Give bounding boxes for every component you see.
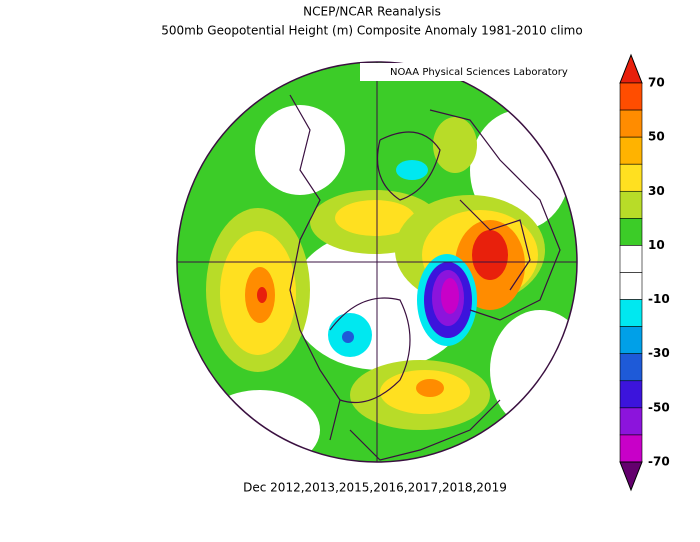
colorbar-label: 50 [648, 130, 665, 144]
colorbar-band [619, 407, 643, 436]
colorbar-arrow [619, 53, 643, 84]
colorbar-band [619, 353, 643, 382]
colorbar-band [619, 434, 643, 463]
colorbar-band [619, 245, 643, 273]
title: NCEP/NCAR Reanalysis [303, 5, 441, 19]
colorbar-band [619, 190, 643, 219]
colorbar: 70 50 30 10 -10 -30 -50 -70 [619, 53, 670, 492]
neutral-area [255, 105, 345, 195]
colorbar-label: -50 [648, 400, 670, 414]
anomaly-negative [396, 160, 428, 180]
anomaly-positive [335, 200, 415, 236]
colorbar-band [619, 136, 643, 165]
colorbar-label: -10 [648, 292, 670, 306]
anomaly-positive [472, 230, 508, 280]
colorbar-label: 10 [648, 238, 665, 252]
colorbar-band [619, 218, 643, 246]
subtitle: 500mb Geopotential Height (m) Composite … [161, 24, 582, 38]
colorbar-label: 30 [648, 184, 665, 198]
coastlines [289, 94, 561, 461]
credit: NOAA Physical Sciences Laboratory [390, 67, 568, 78]
colorbar-band [619, 272, 643, 300]
colorbar-label: 70 [648, 76, 665, 90]
anomaly-positive [433, 117, 477, 173]
neutral-area [490, 310, 577, 430]
anomaly-negative [342, 331, 354, 343]
neutral-area [200, 390, 320, 462]
colorbar-label: -70 [648, 455, 670, 469]
anomaly-negative [441, 278, 459, 314]
credit-box [360, 63, 575, 81]
colorbar-label: -30 [648, 346, 670, 360]
colorbar-band [619, 299, 643, 327]
caption: Dec 2012,2013,2015,2016,2017,2018,2019 [243, 481, 507, 495]
colorbar-band [619, 82, 643, 111]
colorbar-band [619, 326, 643, 355]
colorbar-band [619, 380, 643, 409]
anomaly-positive [416, 379, 444, 397]
colorbar-band [619, 163, 643, 192]
colorbar-band [619, 109, 643, 138]
map-disc [177, 62, 577, 462]
anomaly-positive [257, 287, 267, 303]
colorbar-arrow [619, 461, 643, 492]
